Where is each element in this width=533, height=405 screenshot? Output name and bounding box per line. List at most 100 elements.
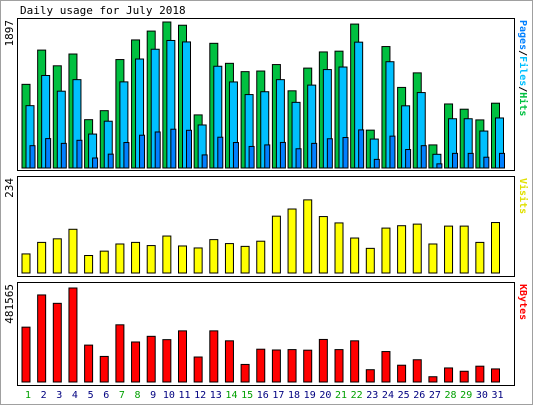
pages-bar-24	[389, 135, 396, 169]
day-label-26: 26	[413, 390, 425, 401]
kbytes-bar-5	[84, 344, 94, 383]
pages-bar-19	[311, 142, 318, 169]
visits-bar-8	[131, 241, 141, 274]
visits-y-max-label: 234	[3, 178, 16, 198]
legend-pages: Pages	[517, 20, 528, 50]
day-label-28: 28	[445, 390, 457, 401]
kbytes-bar-30	[475, 365, 485, 383]
visits-legend: Visits	[517, 178, 529, 214]
kbytes-bar-23	[365, 369, 375, 383]
visits-bar-14	[224, 243, 234, 274]
visits-bar-30	[475, 241, 485, 274]
visits-bar-10	[162, 235, 172, 274]
kbytes-bar-21	[334, 349, 344, 383]
legend-sep-1: /	[517, 50, 528, 56]
day-label-18: 18	[288, 390, 300, 401]
day-label-7: 7	[119, 390, 125, 401]
kbytes-bar-6	[99, 355, 109, 383]
visits-bar-15	[240, 245, 250, 274]
pages-bar-8	[139, 134, 146, 169]
day-label-19: 19	[304, 390, 316, 401]
pages-bar-22	[358, 129, 365, 169]
pages-bar-30	[483, 156, 490, 169]
visits-bar-19	[303, 199, 313, 274]
kbytes-bar-28	[444, 367, 454, 383]
pages-bar-14	[232, 142, 239, 169]
visits-bar-20	[318, 216, 328, 274]
visits-bar-13	[209, 239, 219, 274]
pages-bar-2	[45, 138, 52, 169]
day-label-6: 6	[103, 390, 109, 401]
visits-bar-22	[350, 237, 360, 274]
day-label-31: 31	[491, 390, 503, 401]
visits-bar-2	[37, 241, 47, 274]
pages-bar-5	[92, 157, 99, 169]
pages-bar-21	[342, 137, 349, 169]
kbytes-bars	[21, 287, 500, 383]
kbytes-bar-18	[287, 349, 297, 383]
pages-bar-11	[186, 129, 192, 169]
pages-bar-1	[29, 145, 36, 169]
day-label-23: 23	[366, 390, 378, 401]
pages-bar-16	[264, 144, 271, 169]
kbytes-bar-7	[115, 324, 125, 383]
kbytes-bar-17	[271, 349, 281, 383]
pages-bar-3	[60, 142, 67, 169]
kbytes-bar-24	[381, 351, 391, 383]
visits-bar-27	[428, 243, 438, 274]
pages-bar-26	[420, 145, 427, 169]
day-label-16: 16	[257, 390, 269, 401]
day-label-11: 11	[178, 390, 190, 401]
pages-bar-25	[405, 149, 412, 169]
pages-bar-9	[154, 131, 161, 169]
kbytes-bar-29	[459, 370, 469, 383]
day-label-3: 3	[56, 390, 62, 401]
kbytes-bar-26	[412, 359, 422, 383]
visits-bar-6	[99, 250, 109, 274]
visits-bar-12	[193, 247, 203, 274]
pages-bar-23	[373, 158, 380, 169]
legend-sep-2: /	[517, 86, 528, 92]
day-label-22: 22	[351, 390, 363, 401]
kbytes-bar-31	[491, 368, 500, 383]
visits-bars	[21, 199, 500, 274]
pages-bar-17	[279, 141, 286, 169]
pages-bar-31	[499, 152, 505, 169]
pages-bar-28	[452, 152, 459, 169]
visits-bar-28	[444, 225, 454, 274]
hits-legend: Pages/Files/Hits	[517, 20, 529, 116]
day-label-27: 27	[429, 390, 441, 401]
kbytes-bar-25	[397, 364, 407, 383]
hits-bars	[21, 21, 505, 169]
kbytes-bar-1	[21, 326, 31, 383]
kbytes-bar-14	[224, 340, 234, 383]
kbytes-bar-13	[209, 330, 219, 383]
day-label-5: 5	[88, 390, 94, 401]
visits-bar-16	[256, 240, 266, 274]
pages-bar-6	[107, 153, 114, 169]
pages-bar-13	[217, 136, 224, 169]
day-label-12: 12	[194, 390, 206, 401]
visits-bar-18	[287, 208, 297, 274]
visits-bar-29	[459, 225, 469, 274]
kbytes-bar-4	[68, 287, 78, 383]
day-labels: 1 2 3 4 5 6 7 8 9 10 11 12 13 14 15 16 17 18 19 20 21 22 23 24 2…	[25, 390, 504, 401]
kbytes-y-max-label: 481565	[3, 284, 16, 324]
kbytes-bar-15	[240, 363, 250, 383]
visits-bar-23	[365, 247, 375, 274]
pages-bar-12	[201, 154, 208, 169]
legend-hits: Hits	[517, 92, 529, 116]
visits-bar-17	[271, 215, 281, 274]
kbytes-bar-12	[193, 356, 203, 383]
day-label-1: 1	[25, 390, 31, 401]
visits-bar-4	[68, 228, 78, 274]
visits-bar-5	[84, 255, 94, 274]
pages-bar-27	[436, 163, 443, 169]
kbytes-bar-2	[37, 294, 47, 383]
pages-bar-15	[248, 145, 255, 169]
legend-files: Files	[517, 56, 529, 86]
day-label-24: 24	[382, 390, 394, 401]
kbytes-bar-16	[256, 348, 266, 383]
day-label-20: 20	[319, 390, 331, 401]
